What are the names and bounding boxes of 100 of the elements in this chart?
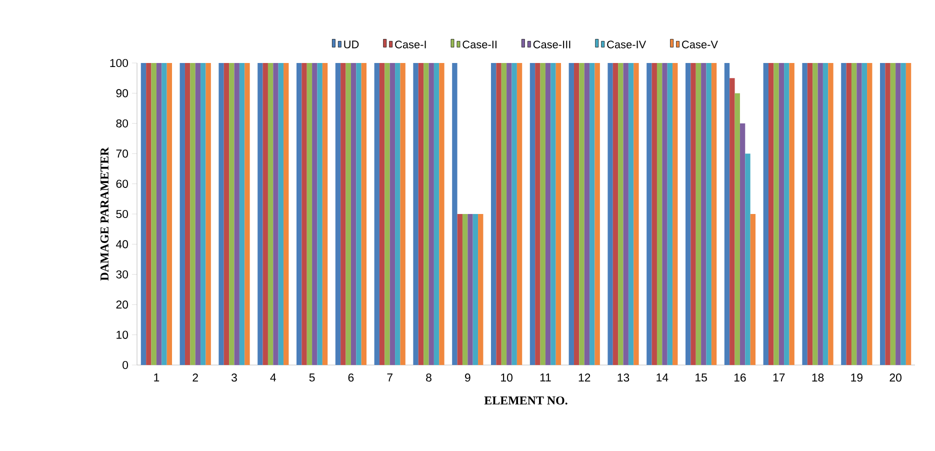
bar [296,62,302,365]
bar [156,62,162,365]
bar [273,62,278,365]
bar [424,62,429,365]
bar [229,62,234,365]
bar [711,62,717,365]
y-tick-label: 60 [116,180,128,188]
x-tick-label: 12 [578,374,590,382]
bar [590,62,595,365]
y-tick-label: 30 [116,270,128,278]
bar [890,62,896,365]
bar [906,62,912,365]
bar [724,62,730,365]
bar [506,62,512,365]
bar [234,62,240,365]
x-tick-label: 16 [734,374,746,382]
bar [151,62,156,365]
bar [512,62,517,365]
bar [439,62,444,365]
bar [530,62,536,365]
legend-label: Case-III [533,40,570,48]
x-tick-label: 9 [465,374,470,382]
bar [239,62,245,365]
bar [550,62,556,365]
bar [579,62,584,365]
bar [656,62,662,365]
x-tick-label: 17 [773,374,785,382]
bar [384,62,390,365]
bar [395,62,400,365]
bar [880,62,886,365]
x-tick-label: 20 [890,374,902,382]
bar [862,62,868,365]
bar [306,62,312,365]
bar [361,62,367,365]
bar [350,62,356,365]
bar [896,62,901,365]
bar [452,62,458,365]
bar [608,62,613,365]
bar [335,62,341,365]
bar [846,62,852,365]
bar [462,214,468,365]
bar [690,62,696,365]
bar [618,62,624,365]
bar [584,62,590,365]
bar [162,62,167,365]
bar [822,62,828,365]
bar [900,62,906,365]
bar [284,62,289,365]
bar [612,62,618,365]
bar [516,62,522,365]
bar [774,62,779,365]
bar [218,62,224,365]
bar [317,62,322,365]
y-tick-label: 50 [116,210,128,218]
bar [322,62,328,365]
y-tick-label: 70 [116,150,128,158]
bar [740,123,746,365]
x-tick-label: 5 [309,374,315,382]
bar [734,93,740,365]
x-tick-label: 13 [618,374,630,382]
bar [244,62,250,365]
bar [828,62,834,365]
bar [672,62,678,365]
bar [867,62,872,365]
bar [885,62,890,365]
y-axis-title: DAMAGE PARAMETER [100,147,109,281]
bar [146,62,152,365]
bar [628,62,634,365]
bar [346,62,351,365]
bar [623,62,628,365]
bar [428,62,434,365]
legend-label: Case-IV [607,40,646,48]
bar [180,62,185,365]
x-tick-label: 2 [192,374,198,382]
bar [556,62,562,365]
bar [745,154,750,365]
bar [706,62,712,365]
bar [818,62,823,365]
bar [750,214,756,365]
legend-label: Case-V [682,40,718,48]
bar [856,62,862,365]
bar [594,62,600,365]
bar [278,62,284,365]
bar [730,78,735,365]
legend-label: Case-I [395,40,426,48]
y-tick-label: 0 [122,360,128,370]
bar [634,62,639,365]
bar [206,62,211,365]
bar [166,62,172,365]
x-tick-label: 7 [387,374,392,382]
bar [478,214,484,365]
bar [812,62,818,365]
bar [190,62,196,365]
bar [778,62,784,365]
bar [652,62,657,365]
bar [418,62,424,365]
bar [851,62,857,365]
bar [184,62,190,365]
x-tick-label: 11 [540,374,551,382]
x-tick-label: 6 [348,374,354,382]
